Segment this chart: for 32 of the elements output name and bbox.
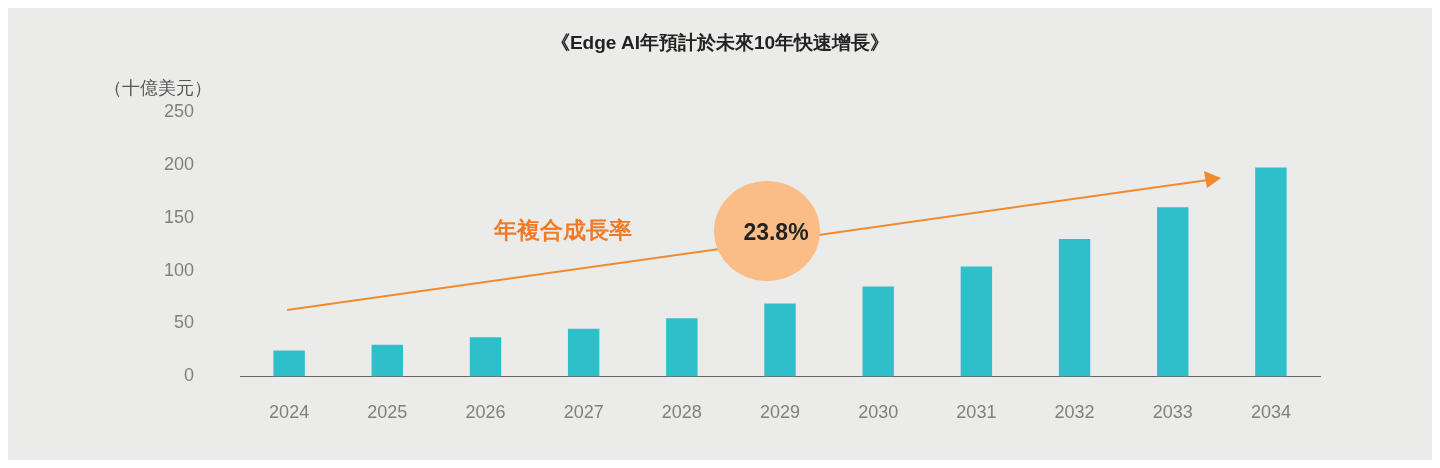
y-tick-label: 0 — [184, 365, 195, 386]
x-tick-label: 2026 — [465, 402, 506, 423]
annotation: 23.8% — [742, 219, 810, 246]
bar — [862, 286, 894, 377]
chart-title: 《Edge AI年預計於未來10年快速增長》 — [549, 31, 891, 55]
y-tick-label: 250 — [163, 100, 195, 121]
bar — [371, 344, 404, 377]
bar — [1157, 207, 1189, 377]
y-tick-label: 150 — [163, 206, 195, 227]
bar — [1255, 167, 1287, 377]
x-tick-label: 2027 — [563, 402, 604, 423]
x-tick-label: 2024 — [269, 402, 310, 423]
bar — [469, 337, 502, 377]
bar — [273, 350, 305, 377]
bar — [666, 318, 698, 377]
x-tick-label: 2032 — [1054, 402, 1095, 423]
x-tick-label: 2028 — [661, 402, 702, 423]
y-tick-label: 50 — [174, 312, 195, 333]
x-tick-label: 2033 — [1152, 402, 1193, 423]
x-tick-label: 2025 — [367, 402, 408, 423]
y-tick-label: 100 — [163, 259, 195, 280]
y-tick-label: 200 — [163, 153, 195, 174]
x-tick-label: 2029 — [759, 402, 801, 423]
bar — [1058, 238, 1091, 377]
x-tick-label: 2034 — [1250, 402, 1291, 423]
bar — [960, 266, 993, 377]
x-tick-label: 2031 — [956, 402, 997, 423]
bar — [764, 303, 796, 377]
bar — [567, 328, 600, 377]
annotation: 年複合成長率 — [494, 216, 632, 245]
y-axis-title: （十億美元） — [104, 77, 212, 100]
x-tick-label: 2030 — [858, 402, 899, 423]
